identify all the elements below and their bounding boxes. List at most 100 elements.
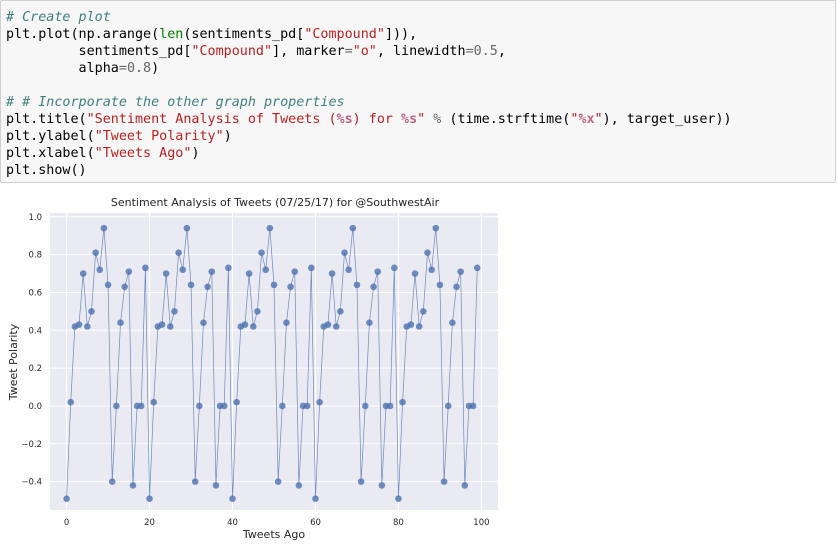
code-token: plt.show() (6, 163, 87, 178)
x-tick-label: 20 (144, 518, 155, 528)
code-line: plt.plot(np.arange(len(sentiments_pd["Co… (6, 26, 417, 43)
data-point (183, 224, 191, 232)
data-point (212, 482, 220, 489)
x-tick-label: 80 (393, 518, 404, 528)
data-point (337, 308, 344, 315)
code-token: ) for (352, 112, 402, 127)
code-token: "Sentiment Analysis of Tweets ( (86, 112, 337, 127)
data-point (146, 495, 153, 502)
data-point (449, 319, 456, 327)
y-tick-label: −0.4 (21, 478, 42, 488)
data-point (158, 321, 166, 328)
code-token: plt.xlabel( (6, 146, 95, 161)
data-point (204, 283, 211, 291)
code-token: " (570, 112, 579, 127)
sentiment-line-chart: Sentiment Analysis of Tweets (07/25/17) … (7, 196, 498, 541)
code-token: plt.ylabel( (6, 129, 95, 144)
data-point (191, 478, 199, 485)
data-point (278, 402, 286, 410)
data-point (390, 264, 398, 272)
data-point (79, 270, 87, 277)
data-point (332, 323, 340, 330)
data-point (420, 308, 427, 315)
code-token: plt.title( (6, 112, 87, 127)
code-token: %s (336, 112, 353, 127)
x-tick-label: 60 (310, 518, 321, 528)
code-token: ) (191, 146, 200, 161)
code-token: ])), (384, 27, 418, 42)
data-point (245, 270, 253, 277)
data-point (270, 281, 278, 289)
data-point (415, 323, 423, 330)
data-point (229, 495, 236, 502)
data-point (249, 323, 257, 330)
data-point (258, 249, 265, 257)
data-point (274, 478, 282, 485)
data-point (125, 268, 133, 275)
data-point (150, 398, 158, 406)
code-token: "o" (352, 44, 377, 59)
code-token: = (344, 44, 353, 59)
data-point (84, 323, 91, 330)
data-point (312, 495, 319, 502)
data-point (395, 495, 402, 502)
data-point (370, 283, 377, 291)
data-point (166, 323, 174, 330)
data-point (469, 402, 477, 410)
data-point (92, 249, 99, 257)
data-point (440, 478, 448, 485)
grid-lines (50, 213, 498, 510)
data-point (175, 249, 182, 257)
data-point (324, 321, 332, 328)
y-tick-label: 0.4 (28, 326, 42, 336)
data-point (453, 283, 460, 291)
data-point (341, 249, 348, 257)
code-token: " (417, 112, 426, 127)
data-point (88, 308, 95, 315)
code-line: # # Incorporate the other graph properti… (6, 94, 345, 111)
code-token: ), target_user)) (602, 112, 732, 127)
data-point (108, 478, 116, 485)
code-line: alpha=0.8) (6, 60, 160, 77)
data-point (113, 402, 120, 410)
code-token: plt.plot(np.arange( (6, 27, 160, 42)
data-point (308, 264, 315, 272)
data-point (200, 319, 207, 327)
code-token: # # Incorporate the other graph properti… (6, 95, 345, 110)
data-point (67, 398, 75, 406)
data-point (353, 281, 361, 289)
data-point (316, 398, 323, 406)
data-point (254, 308, 261, 315)
data-point (233, 398, 240, 406)
data-point (432, 224, 440, 232)
code-token: ], marker (272, 44, 345, 59)
y-axis-label: Tweet Polarity (7, 323, 20, 401)
data-point (399, 398, 406, 406)
data-point (266, 224, 274, 232)
code-token: , linewidth (376, 44, 466, 59)
data-point (291, 268, 299, 275)
data-point (208, 268, 216, 275)
chart-title: Sentiment Analysis of Tweets (07/25/17) … (111, 196, 440, 209)
code-token: sentiments_pd[ (6, 44, 192, 59)
data-point (424, 249, 431, 257)
y-tick-label: 0.6 (28, 288, 42, 298)
code-token: len (159, 27, 184, 42)
data-point (473, 264, 481, 272)
series-markers (63, 224, 481, 502)
data-point (386, 402, 394, 410)
y-tick-label: −0.2 (21, 440, 42, 450)
data-point (142, 264, 149, 272)
code-line: sentiments_pd["Compound"], marker="o", l… (6, 43, 506, 60)
data-point (129, 482, 137, 489)
data-point (137, 402, 145, 410)
y-tick-label: 1.0 (28, 213, 42, 223)
code-token: , (497, 44, 506, 59)
x-tick-label: 40 (227, 518, 238, 528)
data-point (283, 319, 290, 327)
code-cell[interactable]: # Create plot plt.plot(np.arange(len(sent… (0, 0, 836, 183)
data-point (295, 482, 303, 489)
data-point (361, 402, 369, 410)
x-axis-label: Tweets Ago (242, 528, 305, 541)
code-token: "Tweets Ago" (94, 146, 192, 161)
